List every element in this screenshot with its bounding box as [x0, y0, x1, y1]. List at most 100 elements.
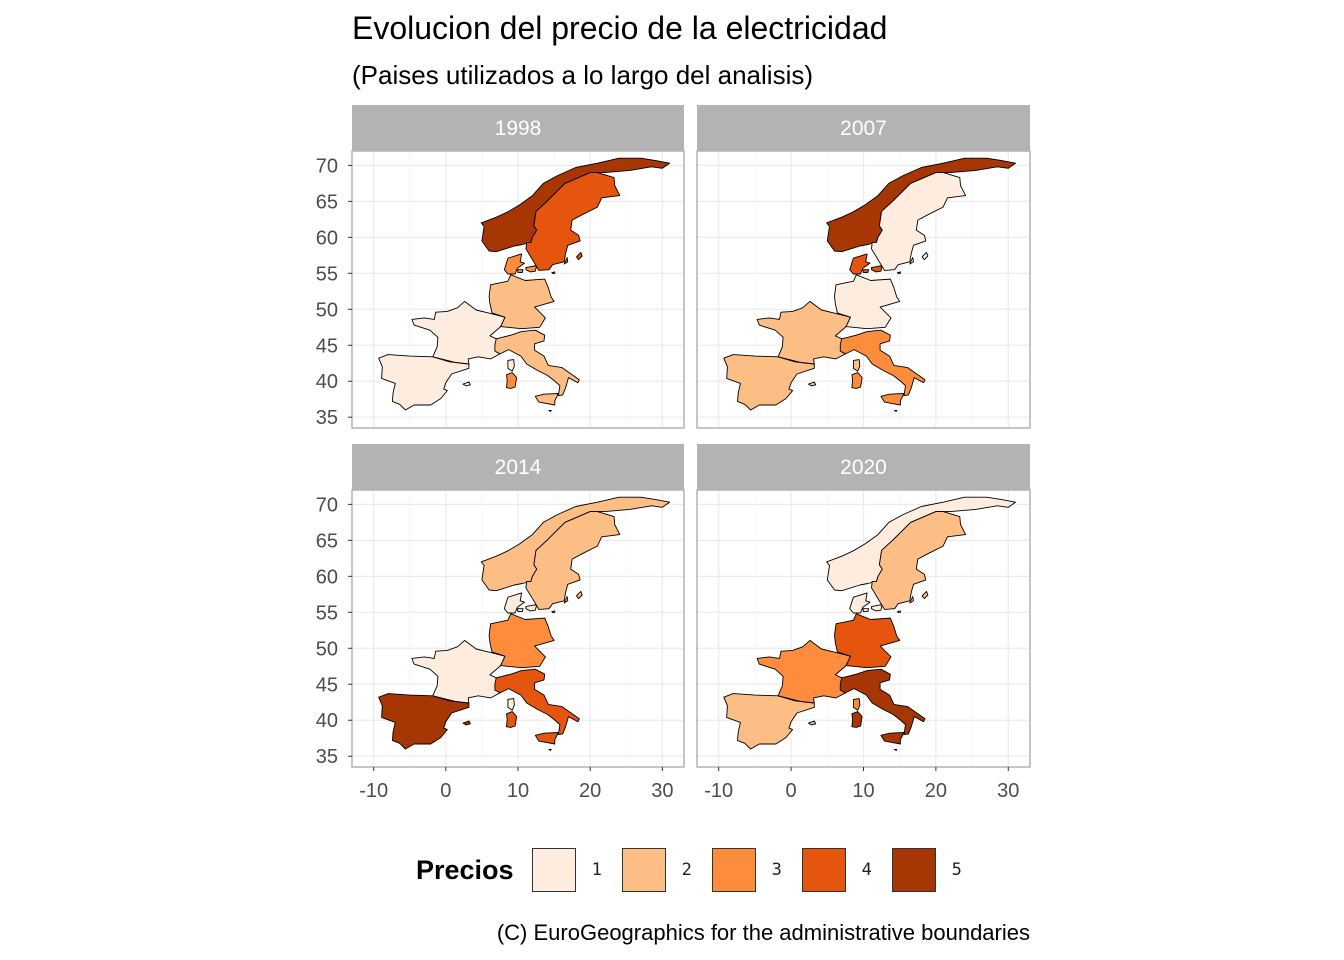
panel-strip — [697, 105, 1030, 151]
chart-subtitle: (Paises utilizados a lo largo del analis… — [352, 60, 814, 90]
y-tick-label: 35 — [316, 746, 338, 768]
country-bornholm[interactable] — [551, 610, 556, 613]
legend-label: 3 — [771, 860, 782, 880]
country-sardinia[interactable] — [851, 711, 863, 728]
legend-key — [531, 848, 576, 892]
country-sicily[interactable] — [880, 732, 905, 745]
country-malta — [893, 749, 898, 752]
panel-strip — [697, 444, 1030, 490]
country-germany[interactable] — [834, 613, 901, 669]
y-tick-label: 65 — [316, 530, 338, 552]
country-malta — [893, 409, 898, 413]
country-denmark[interactable] — [503, 592, 525, 614]
country-corsica[interactable] — [852, 359, 861, 372]
country-gotland[interactable] — [921, 590, 929, 600]
x-tick-label: 10 — [852, 780, 874, 802]
country-corsica[interactable] — [852, 698, 861, 711]
panel-2020: 2020 -10 0 10 20 30 — [696, 444, 1031, 802]
panel-2014: 2014 35 40 45 50 55 60 65 70 -10 0 10 20 30 — [316, 444, 685, 802]
panel-border — [696, 150, 1031, 429]
country-denmark[interactable] — [849, 253, 871, 275]
country-sicily[interactable] — [534, 732, 559, 745]
x-tick-label: -10 — [359, 780, 388, 802]
country-fyn[interactable] — [516, 269, 524, 274]
country-balearic[interactable] — [808, 720, 817, 726]
country-zealand[interactable] — [525, 264, 538, 273]
country-balearic[interactable] — [808, 381, 817, 387]
legend-label: 1 — [591, 860, 602, 880]
country-sicily[interactable] — [534, 393, 559, 406]
country-sicily[interactable] — [880, 393, 905, 406]
country-layer — [723, 157, 1016, 413]
country-germany[interactable] — [488, 613, 555, 669]
panel-border — [351, 150, 685, 429]
x-tick-label: 30 — [997, 780, 1019, 802]
country-oland[interactable] — [563, 596, 569, 604]
country-zealand[interactable] — [871, 603, 883, 612]
y-tick-label: 45 — [316, 674, 338, 696]
legend-item: 4 — [801, 848, 874, 892]
country-italy[interactable] — [839, 329, 926, 397]
country-denmark[interactable] — [849, 592, 871, 614]
legend-item: 1 — [531, 848, 604, 892]
country-malta — [547, 749, 552, 752]
country-fyn[interactable] — [862, 269, 870, 274]
country-oland[interactable] — [563, 257, 569, 265]
country-sardinia[interactable] — [506, 711, 518, 728]
x-tick-label: 30 — [651, 780, 673, 802]
country-italy[interactable] — [839, 668, 926, 736]
country-oland[interactable] — [909, 257, 914, 265]
country-corsica[interactable] — [507, 359, 515, 372]
legend-title: Precios — [416, 854, 514, 885]
country-germany[interactable] — [834, 274, 901, 330]
country-sardinia[interactable] — [506, 372, 518, 389]
country-bornholm[interactable] — [897, 610, 901, 613]
x-tick-label: -10 — [704, 780, 733, 802]
country-bornholm[interactable] — [897, 271, 901, 274]
legend-key — [891, 848, 936, 892]
country-sweden[interactable] — [871, 172, 967, 271]
x-tick-label: 20 — [925, 780, 947, 802]
country-sweden[interactable] — [871, 511, 967, 610]
country-sweden[interactable] — [525, 511, 621, 610]
y-tick-label: 50 — [316, 638, 338, 660]
country-balearic[interactable] — [462, 720, 471, 726]
legend-key — [711, 848, 756, 892]
country-balearic[interactable] — [462, 381, 471, 387]
country-zealand[interactable] — [871, 264, 883, 273]
panel-strip-label: 2007 — [840, 117, 887, 140]
caption: (C) EuroGeographics for the administrati… — [496, 920, 1030, 945]
country-sardinia[interactable] — [851, 372, 863, 389]
country-layer — [378, 496, 671, 752]
panel-strip — [352, 444, 684, 490]
country-italy[interactable] — [494, 668, 580, 736]
y-tick-label: 70 — [316, 494, 338, 516]
legend-item: 3 — [711, 848, 784, 892]
country-zealand[interactable] — [525, 603, 538, 612]
y-tick-label: 55 — [316, 263, 338, 285]
country-fyn[interactable] — [862, 608, 870, 613]
country-italy[interactable] — [494, 329, 580, 397]
country-fyn[interactable] — [516, 608, 524, 613]
x-tick-label: 10 — [507, 780, 529, 802]
country-corsica[interactable] — [507, 698, 515, 711]
chart-title: Evolucion del precio de la electricidad — [352, 10, 888, 46]
x-tick-label: 0 — [440, 780, 451, 802]
y-tick-label: 70 — [316, 155, 338, 177]
country-gotland[interactable] — [576, 251, 583, 261]
x-tick-label: 0 — [786, 780, 797, 802]
y-tick-label: 40 — [316, 710, 338, 732]
country-layer — [378, 157, 671, 413]
country-germany[interactable] — [488, 274, 555, 330]
country-bornholm[interactable] — [551, 271, 556, 274]
legend-item: 2 — [621, 848, 694, 892]
country-layer — [723, 496, 1016, 752]
country-denmark[interactable] — [503, 253, 525, 275]
y-tick-label: 45 — [316, 335, 338, 357]
country-gotland[interactable] — [921, 251, 929, 261]
country-oland[interactable] — [909, 596, 914, 604]
country-gotland[interactable] — [576, 590, 583, 600]
y-tick-label: 60 — [316, 227, 338, 249]
country-sweden[interactable] — [525, 172, 621, 271]
y-tick-label: 40 — [316, 371, 338, 393]
